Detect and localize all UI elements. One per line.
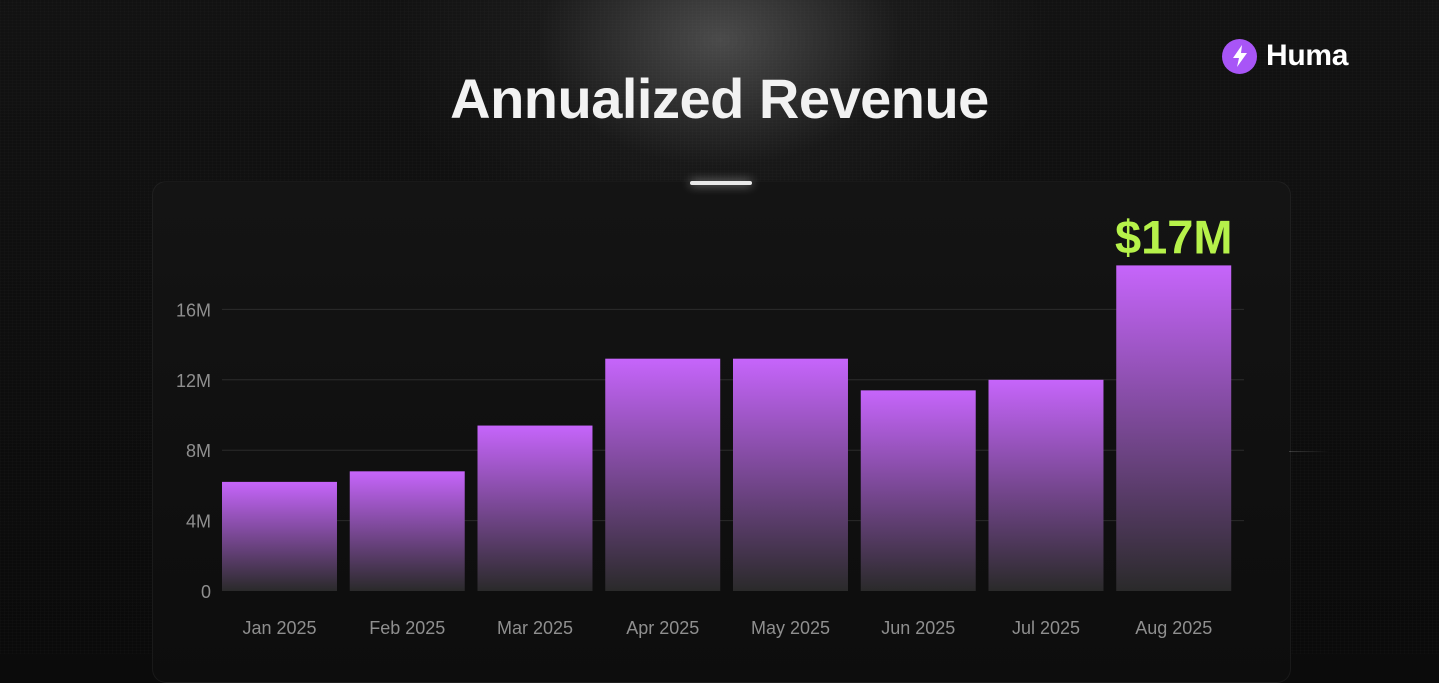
y-tick-label: 8M bbox=[186, 441, 211, 461]
bar bbox=[1116, 265, 1232, 591]
x-tick-label: Jul 2025 bbox=[1012, 618, 1080, 638]
annotations: $17M bbox=[1115, 210, 1233, 263]
x-tick-label: Feb 2025 bbox=[369, 618, 445, 638]
data-label: $17M bbox=[1115, 210, 1233, 263]
bar bbox=[477, 425, 593, 591]
x-tick-label: Jan 2025 bbox=[242, 618, 316, 638]
x-tick-label: Apr 2025 bbox=[626, 618, 699, 638]
brand-logo: Huma bbox=[1222, 38, 1348, 74]
y-axis-ticks: 0 4M 8M 12M 16M bbox=[176, 300, 211, 602]
x-tick-label: Mar 2025 bbox=[497, 618, 573, 638]
bar bbox=[605, 358, 721, 591]
bars bbox=[222, 265, 1232, 591]
x-axis-labels: Jan 2025 Feb 2025 Mar 2025 Apr 2025 May 2025… bbox=[242, 618, 1212, 638]
bar bbox=[860, 390, 976, 591]
x-tick-label: Jun 2025 bbox=[881, 618, 955, 638]
lightning-bolt-icon bbox=[1222, 38, 1257, 74]
y-tick-label: 0 bbox=[201, 582, 211, 602]
decorative-line bbox=[1289, 451, 1329, 452]
bar bbox=[222, 481, 337, 591]
x-tick-label: May 2025 bbox=[751, 618, 830, 638]
card-notch bbox=[690, 181, 752, 185]
bar bbox=[349, 471, 465, 591]
y-tick-label: 4M bbox=[186, 512, 211, 532]
y-tick-label: 16M bbox=[176, 300, 211, 320]
bar bbox=[988, 379, 1104, 591]
y-tick-label: 12M bbox=[176, 371, 211, 391]
x-tick-label: Aug 2025 bbox=[1135, 618, 1212, 638]
bar bbox=[733, 358, 848, 591]
page-title: Annualized Revenue bbox=[450, 67, 989, 130]
bar-chart: 0 4M 8M 12M 16M Jan 2025 Feb 2025 Mar 2025 Apr … bbox=[176, 210, 1244, 638]
brand-name: Huma bbox=[1266, 39, 1349, 72]
